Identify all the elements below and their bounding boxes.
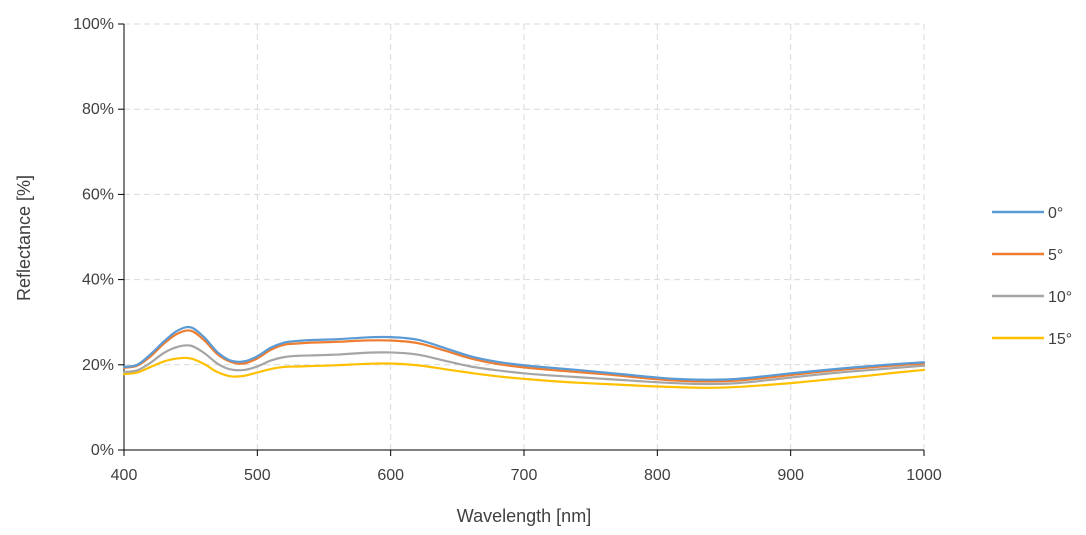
x-tick-label: 800 — [644, 467, 671, 484]
y-tick-label: 0% — [91, 442, 114, 459]
legend-label-1: 5° — [1048, 247, 1063, 264]
axes — [118, 23, 925, 456]
legend-label-0: 0° — [1048, 205, 1063, 222]
y-tick-label: 20% — [82, 357, 114, 374]
x-tick-label: 900 — [777, 467, 804, 484]
series-line-1 — [122, 329, 926, 383]
grid-lines — [124, 23, 925, 450]
x-tick-label: 1000 — [906, 467, 942, 484]
series-line-3 — [122, 356, 926, 389]
y-tick-label: 40% — [82, 272, 114, 289]
x-tick-label: 500 — [244, 467, 271, 484]
legend: 0° 5° 10° 15° — [992, 205, 1072, 348]
series-line-0 — [122, 325, 926, 381]
y-tick-label: 60% — [82, 186, 114, 203]
x-tick-label: 700 — [511, 467, 538, 484]
series-line-2 — [122, 344, 926, 386]
x-tick-label: 400 — [111, 467, 138, 484]
y-axis-title: Reflectance [%] — [14, 175, 34, 301]
legend-label-2: 10° — [1048, 289, 1072, 306]
x-tick-label: 600 — [377, 467, 404, 484]
y-tick-label: 80% — [82, 101, 114, 118]
legend-label-3: 15° — [1048, 331, 1072, 348]
y-tick-label: 100% — [73, 16, 114, 33]
x-axis-title: Wavelength [nm] — [457, 506, 591, 526]
tick-labels: 0% 20% 40% 60% 80% 100% 400 500 600 700 800 900 1000 — [73, 16, 942, 484]
series-lines — [122, 325, 926, 389]
